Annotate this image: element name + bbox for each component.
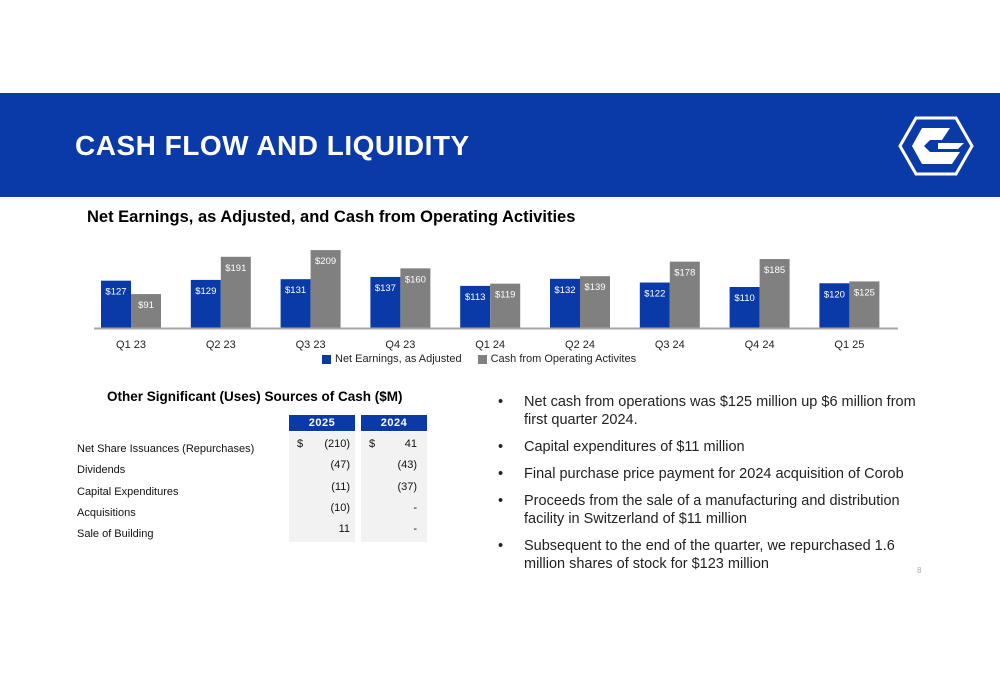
data-label-cash-ops: $91 [138, 300, 154, 311]
data-label-cash-ops: $191 [225, 263, 246, 274]
bar-net-earnings [460, 285, 491, 328]
data-label-cash-ops: $139 [584, 282, 605, 293]
bullet-text: Subsequent to the end of the quarter, we… [524, 538, 895, 572]
bar-cash-ops [490, 283, 521, 328]
chart-title: Net Earnings, as Adjusted, and Cash from… [87, 208, 576, 226]
x-tick-label: Q3 24 [655, 339, 685, 351]
column-background-2024 [361, 432, 427, 542]
column-header-2025: 2025 [289, 415, 355, 431]
bullet-text: Capital expenditures of $11 million [524, 439, 745, 455]
bullet-item: • Net cash from operations was $125 milli… [498, 393, 918, 429]
data-label-net-earnings: $137 [375, 283, 396, 294]
bullet-text: Net cash from operations was $125 millio… [524, 394, 916, 428]
bullet-marker: • [498, 493, 504, 509]
bullet-item: • Capital expenditures of $11 million [498, 438, 918, 456]
bar-chart: $127 $91 Q1 23 $129 $191 Q2 23 $131 $209 Q3 23 $1… [94, 250, 898, 351]
data-label-cash-ops: $185 [764, 265, 785, 276]
data-label-cash-ops: $209 [315, 256, 336, 267]
bar-net-earnings [729, 287, 760, 328]
row-label-sale-of-building: Sale of Building [77, 528, 154, 540]
x-tick-label: Q4 24 [745, 339, 775, 351]
data-label-net-earnings: $113 [465, 292, 485, 303]
page-title: CASH FLOW AND LIQUIDITY [75, 130, 470, 161]
x-tick-label: Q1 25 [834, 339, 864, 351]
bar-net-earnings [101, 280, 131, 328]
bullet-text: Proceeds from the sale of a manufacturin… [524, 493, 900, 527]
bar-cash-ops [849, 281, 880, 328]
data-label-cash-ops: $125 [854, 287, 875, 298]
bar-cash-ops [580, 276, 610, 328]
currency-symbol-2025: $ [297, 438, 304, 450]
row-label-share-issuances: Net Share Issuances (Repurchases) [77, 443, 255, 455]
x-tick-label: Q2 23 [206, 339, 236, 351]
cell-share-issuances-2025: (210) [324, 438, 350, 450]
cell-share-issuances-2024: 41 [404, 438, 417, 450]
data-label-net-earnings: $132 [554, 285, 575, 296]
data-label-net-earnings: $122 [644, 289, 665, 300]
bar-net-earnings [550, 278, 580, 328]
legend-label-net-earnings: Net Earnings, as Adjusted [335, 353, 462, 365]
legend-swatch-net-earnings [322, 354, 331, 364]
cell-dividends-2024: (43) [397, 459, 417, 471]
table-title: Other Significant (Uses) Sources of Cash… [107, 389, 403, 404]
bar-cash-ops [759, 259, 790, 328]
bullet-item: • Final purchase price payment for 2024 a… [498, 465, 918, 483]
header-banner [0, 93, 1000, 197]
bar-cash-ops [131, 294, 161, 328]
column-background-2025 [289, 432, 355, 542]
bar-cash-ops [669, 261, 700, 328]
row-label-dividends: Dividends [77, 464, 126, 476]
bar-net-earnings [190, 279, 221, 328]
cell-sale-of-building-2025: 11 [338, 523, 350, 535]
bullet-item: • Proceeds from the sale of a manufacturi… [498, 492, 918, 528]
bullet-marker: • [498, 466, 504, 482]
cell-capex-2024: (37) [397, 481, 417, 493]
bullet-marker: • [498, 538, 504, 554]
row-label-capex: Capital Expenditures [77, 486, 179, 498]
bar-cash-ops [400, 268, 431, 328]
legend-item-cash-ops: Cash from Operating Activites [477, 353, 637, 365]
bar-net-earnings [370, 276, 401, 328]
cell-acquisitions-2025: (10) [330, 502, 350, 514]
x-tick-label: Q4 23 [385, 339, 415, 351]
bar-net-earnings [280, 279, 311, 328]
company-logo-icon [898, 116, 974, 176]
data-label-cash-ops: $119 [495, 290, 515, 301]
x-tick-label: Q2 24 [565, 339, 595, 351]
bar-cash-ops [310, 250, 341, 328]
cell-capex-2025: (11) [331, 481, 350, 493]
data-label-net-earnings: $127 [105, 287, 126, 298]
column-header-2024: 2024 [361, 415, 427, 431]
data-label-net-earnings: $131 [285, 285, 306, 296]
bullet-list: • Net cash from operations was $125 milli… [498, 393, 918, 582]
bullet-item: • Subsequent to the end of the quarter, w… [498, 537, 918, 573]
x-tick-label: Q1 23 [116, 339, 146, 351]
chart-legend: Net Earnings, as Adjusted Cash from Oper… [322, 353, 636, 365]
legend-label-cash-ops: Cash from Operating Activites [490, 353, 637, 365]
cell-dividends-2025: (47) [330, 459, 350, 471]
data-label-cash-ops: $160 [405, 274, 426, 285]
currency-symbol-2024: $ [369, 438, 376, 450]
data-label-net-earnings: $110 [734, 293, 754, 304]
data-label-net-earnings: $129 [195, 286, 216, 297]
bullet-marker: • [498, 439, 504, 455]
x-tick-label: Q3 23 [296, 339, 326, 351]
x-tick-label: Q1 24 [475, 339, 505, 351]
data-label-net-earnings: $120 [824, 289, 845, 300]
bar-cash-ops [220, 256, 251, 328]
bullet-text: Final purchase price payment for 2024 ac… [524, 466, 904, 482]
bar-net-earnings [819, 283, 850, 328]
bullet-marker: • [498, 394, 504, 410]
cell-sale-of-building-2024: - [413, 523, 417, 535]
legend-swatch-cash-ops [477, 354, 487, 364]
page-number: 8 [917, 566, 922, 575]
data-label-cash-ops: $178 [674, 268, 695, 279]
bar-net-earnings [639, 282, 670, 328]
cell-acquisitions-2024: - [413, 502, 417, 514]
legend-item-net-earnings: Net Earnings, as Adjusted [322, 353, 462, 365]
row-label-acquisitions: Acquisitions [77, 507, 136, 519]
